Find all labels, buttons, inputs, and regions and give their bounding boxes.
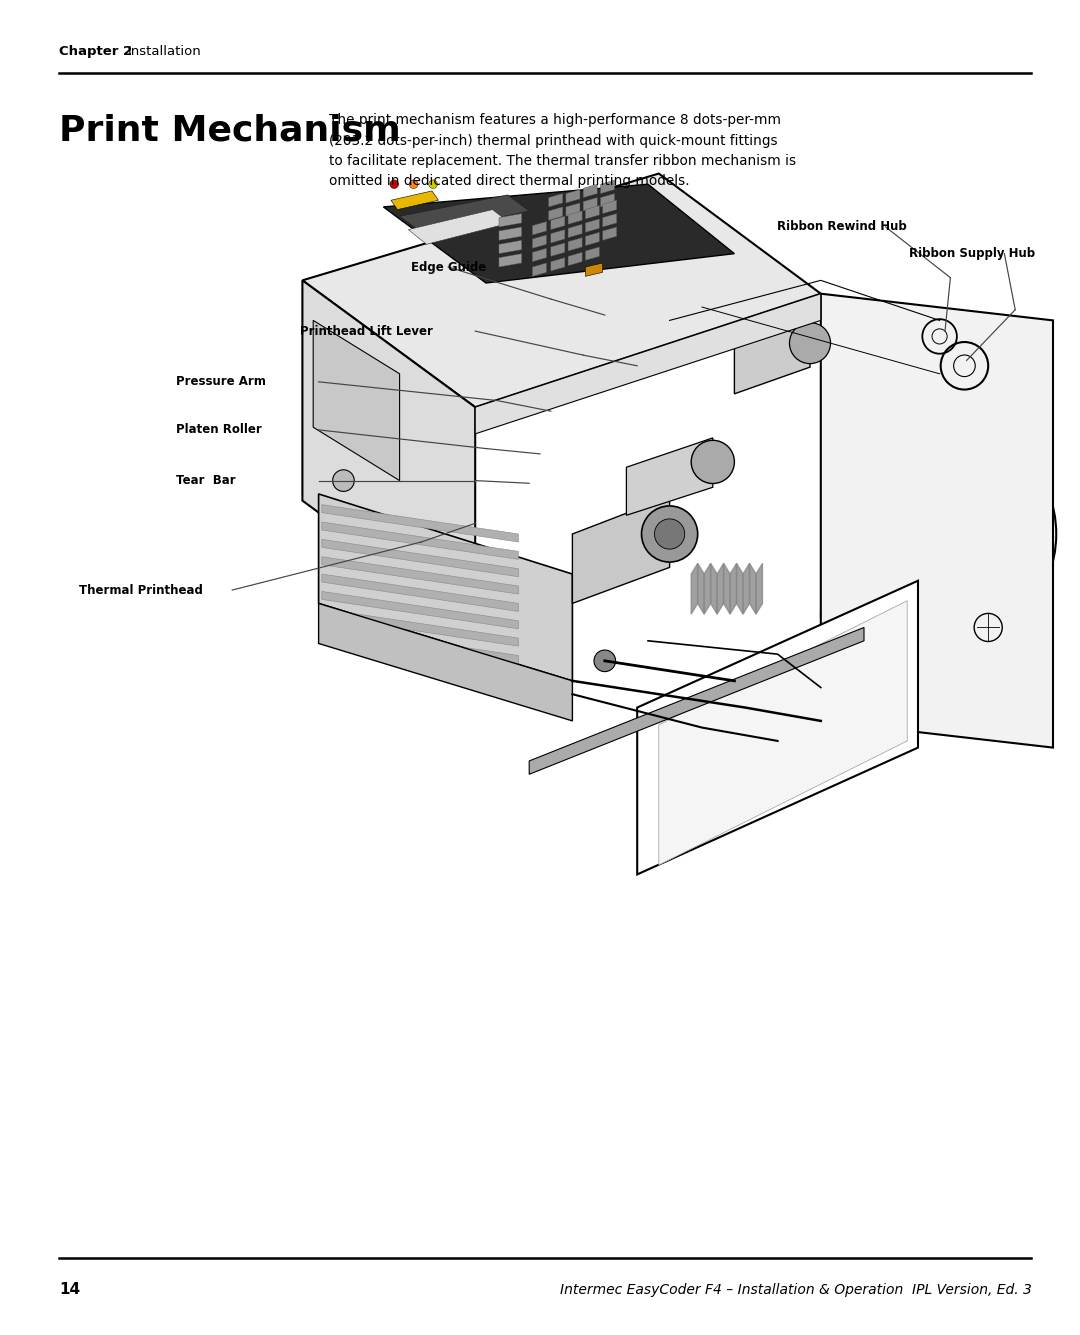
Polygon shape (322, 505, 518, 542)
Polygon shape (319, 494, 572, 681)
Polygon shape (585, 247, 599, 260)
Polygon shape (568, 224, 582, 238)
Circle shape (654, 519, 685, 549)
Polygon shape (724, 563, 730, 614)
Polygon shape (319, 603, 572, 721)
Polygon shape (603, 200, 617, 214)
Polygon shape (698, 563, 704, 614)
Polygon shape (532, 222, 546, 235)
Circle shape (691, 441, 734, 483)
Polygon shape (603, 227, 617, 240)
Polygon shape (383, 184, 734, 283)
Polygon shape (408, 210, 510, 244)
Polygon shape (302, 174, 821, 407)
Text: Thermal Printhead: Thermal Printhead (79, 583, 203, 597)
Polygon shape (322, 591, 518, 629)
Text: Installation: Installation (127, 45, 201, 59)
Polygon shape (778, 668, 821, 721)
Polygon shape (756, 563, 762, 614)
Polygon shape (600, 194, 615, 207)
Text: Edge Guide: Edge Guide (410, 260, 486, 274)
Polygon shape (551, 258, 565, 271)
Circle shape (390, 180, 399, 188)
Polygon shape (583, 198, 597, 211)
Polygon shape (750, 563, 756, 614)
Polygon shape (730, 563, 737, 614)
Polygon shape (391, 191, 438, 210)
Polygon shape (637, 581, 918, 874)
Text: Print Mechanism: Print Mechanism (59, 113, 401, 147)
Circle shape (594, 650, 616, 672)
Polygon shape (322, 609, 518, 646)
Polygon shape (551, 216, 565, 230)
Circle shape (823, 418, 1056, 650)
Circle shape (429, 180, 437, 188)
Polygon shape (743, 563, 750, 614)
Polygon shape (585, 263, 603, 276)
Text: Pressure Arm: Pressure Arm (176, 375, 266, 388)
Polygon shape (400, 195, 529, 234)
Text: 14: 14 (59, 1282, 81, 1298)
Polygon shape (737, 563, 743, 614)
Text: Platen Roller: Platen Roller (176, 423, 261, 437)
Polygon shape (704, 563, 711, 614)
Polygon shape (821, 294, 1053, 748)
Polygon shape (322, 626, 518, 663)
Polygon shape (568, 252, 582, 266)
Polygon shape (313, 320, 400, 481)
Circle shape (333, 470, 354, 491)
Circle shape (724, 670, 745, 692)
Polygon shape (572, 497, 670, 603)
Polygon shape (475, 294, 821, 434)
Polygon shape (659, 601, 907, 865)
Polygon shape (499, 214, 522, 227)
Polygon shape (532, 235, 546, 248)
Text: Intermec EasyCoder F4 – Installation & Operation  IPL Version, Ed. 3: Intermec EasyCoder F4 – Installation & O… (559, 1283, 1031, 1296)
Circle shape (409, 180, 418, 188)
Polygon shape (585, 232, 599, 246)
Polygon shape (600, 180, 615, 194)
Polygon shape (626, 438, 713, 515)
Polygon shape (532, 248, 546, 262)
Polygon shape (302, 280, 475, 627)
Polygon shape (529, 627, 864, 774)
Text: Tear  Bar: Tear Bar (176, 474, 235, 487)
Polygon shape (717, 563, 724, 614)
Circle shape (642, 506, 698, 562)
Polygon shape (499, 240, 522, 254)
Polygon shape (583, 184, 597, 198)
Polygon shape (322, 522, 518, 559)
Polygon shape (566, 203, 580, 216)
Polygon shape (549, 194, 563, 207)
Polygon shape (734, 320, 810, 394)
Polygon shape (322, 574, 518, 611)
Polygon shape (568, 211, 582, 224)
Polygon shape (499, 254, 522, 267)
Text: Chapter 2: Chapter 2 (59, 45, 133, 59)
Text: The print mechanism features a high-performance 8 dots-per-mm
(203.2 dots-per-in: The print mechanism features a high-perf… (329, 113, 797, 188)
Polygon shape (322, 557, 518, 594)
Circle shape (789, 323, 831, 363)
Circle shape (804, 670, 838, 705)
Polygon shape (585, 219, 599, 232)
Text: Printhead Lift Lever: Printhead Lift Lever (300, 324, 433, 338)
Polygon shape (551, 243, 565, 256)
Text: Ribbon Rewind Hub: Ribbon Rewind Hub (778, 220, 907, 234)
Polygon shape (549, 207, 563, 220)
Polygon shape (566, 190, 580, 203)
Polygon shape (603, 214, 617, 227)
Polygon shape (499, 227, 522, 240)
Polygon shape (551, 230, 565, 243)
Polygon shape (711, 563, 717, 614)
Polygon shape (322, 539, 518, 577)
Polygon shape (532, 263, 546, 276)
Polygon shape (585, 206, 599, 219)
Polygon shape (568, 238, 582, 251)
Polygon shape (691, 563, 698, 614)
Text: Ribbon Supply Hub: Ribbon Supply Hub (908, 247, 1035, 260)
Circle shape (821, 527, 994, 701)
